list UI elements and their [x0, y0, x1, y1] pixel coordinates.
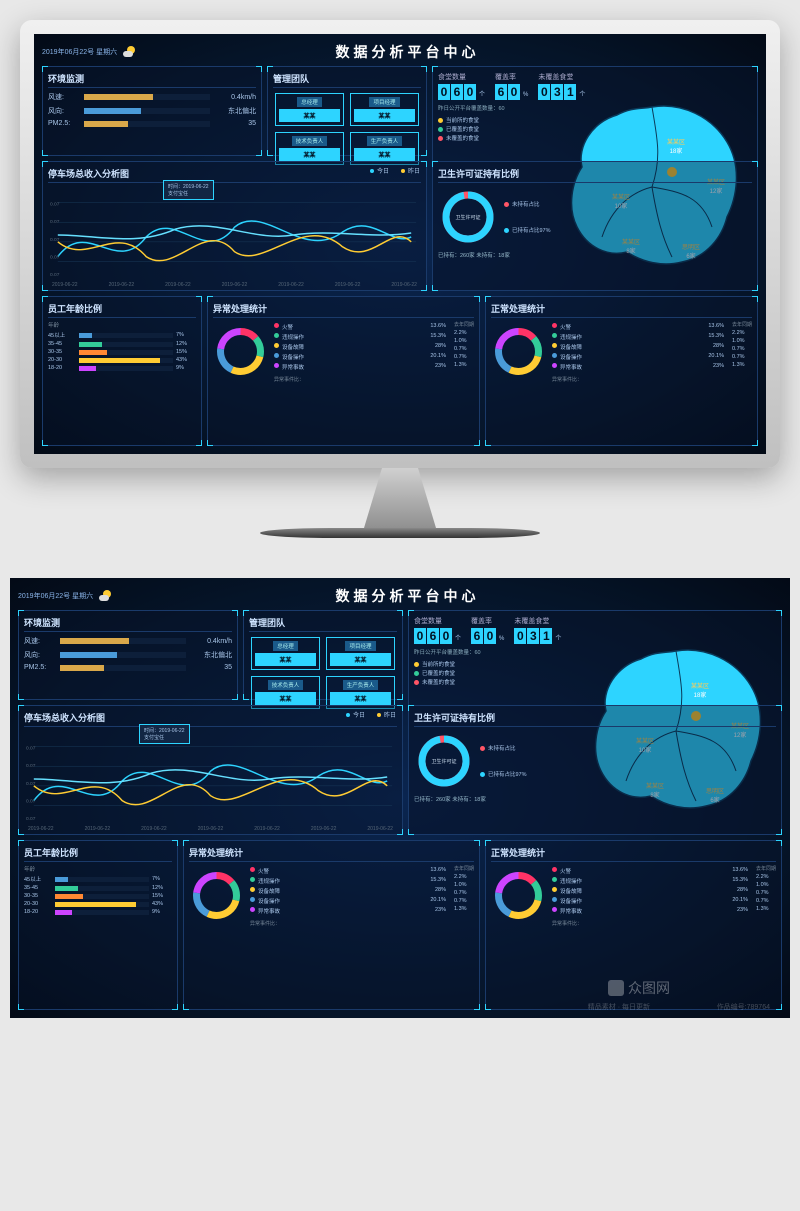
age-row: 20-3043%: [24, 901, 172, 907]
panel-title: 正常处理统计: [491, 846, 776, 862]
permit-donut: 卫生许可证: [414, 731, 474, 791]
stats-ring: [189, 868, 244, 923]
panel-title: 员工年龄比例: [48, 302, 196, 318]
svg-text:卫生许可证: 卫生许可证: [455, 214, 480, 221]
monitor-stand: [340, 468, 460, 528]
panel-title: 异常处理统计: [189, 846, 474, 862]
svg-text:0.07: 0.07: [26, 781, 36, 787]
env-panel: 环境监测风速:0.4km/h 风向:东北偏北 PM2.5:35: [18, 610, 238, 700]
age-row: 18-209%: [24, 909, 172, 915]
env-panel: 环境监测风速:0.4km/h 风向:东北偏北 PM2.5:35: [42, 66, 262, 156]
chart-tooltip: 时间：2019-06-22支付宝任: [139, 724, 190, 744]
panel-title: 卫生许可证持有比例: [414, 711, 776, 727]
map-region-label[interactable]: 某某区18家: [691, 681, 709, 699]
svg-text:0.07: 0.07: [50, 255, 60, 261]
permit-donut: 卫生许可证: [438, 187, 498, 247]
stat-block: 覆盖率60%: [495, 72, 528, 100]
team-member[interactable]: 项目经理某某: [326, 637, 395, 670]
permit-panel: 卫生许可证持有比例 卫生许可证 未持有占比 已持有占比97%已持有：260家 未…: [408, 705, 782, 835]
age-row: 45以上7%: [48, 331, 196, 339]
svg-text:0.07: 0.07: [50, 237, 60, 243]
stats-panel: 异常处理统计火警13.6%违规操作15.3%设备故障28%设备操作20.1%异常…: [183, 840, 480, 1010]
parking-chart-panel: 停车场总收入分析图今日昨日时间：2019-06-22支付宝任 0.070.070…: [42, 161, 427, 291]
map-region-label[interactable]: 某某区18家: [667, 137, 685, 155]
parking-chart-panel: 停车场总收入分析图今日昨日时间：2019-06-22支付宝任 0.070.070…: [18, 705, 403, 835]
panel-title: 卫生许可证持有比例: [438, 167, 752, 183]
age-row: 20-3043%: [48, 357, 196, 363]
age-row: 30-3515%: [24, 893, 172, 899]
age-row: 45以上7%: [24, 875, 172, 883]
monitor-base: [260, 528, 540, 538]
stats-panel: 正常处理统计火警13.6%违规操作15.3%设备故障28%设备操作20.1%异常…: [485, 296, 758, 446]
age-panel: 员工年龄比例年龄45以上7%35-4512%30-3515%20-3043%18…: [18, 840, 178, 1010]
permit-panel: 卫生许可证持有比例 卫生许可证 未持有占比 已持有占比97%已持有：260家 未…: [432, 161, 758, 291]
svg-text:0.07: 0.07: [26, 799, 36, 805]
dashboard-title: 数据分析平台中心: [137, 42, 678, 62]
age-row: 30-3515%: [48, 349, 196, 355]
panel-title: 环境监测: [48, 72, 256, 88]
panel-title: 管理团队: [273, 72, 421, 88]
header-date: 2019年06月22号 星期六: [18, 591, 93, 601]
svg-text:0.07: 0.07: [26, 816, 36, 822]
env-row: PM2.5:35: [24, 664, 232, 671]
team-panel: 管理团队总经理某某项目经理某某技术负责人某某生产负责人某某: [267, 66, 427, 156]
team-member[interactable]: 总经理某某: [275, 93, 344, 126]
stats-ring: [491, 324, 546, 379]
stats-ring: [213, 324, 268, 379]
panel-title: 管理团队: [249, 616, 397, 632]
svg-text:0.07: 0.07: [50, 202, 60, 208]
panel-title: 环境监测: [24, 616, 232, 632]
env-row: PM2.5:35: [48, 120, 256, 127]
panel-title: 异常处理统计: [213, 302, 474, 318]
env-row: 风速:0.4km/h: [48, 92, 256, 102]
dashboard-title: 数据分析平台中心: [113, 586, 702, 606]
header-date: 2019年06月22号 星期六: [42, 47, 117, 57]
svg-text:0.07: 0.07: [26, 763, 36, 769]
chart-tabs[interactable]: 今日昨日: [358, 166, 420, 175]
stat-block: 食堂数量060个: [438, 72, 485, 100]
team-panel: 管理团队总经理某某项目经理某某技术负责人某某生产负责人某某: [243, 610, 403, 700]
age-row: 35-4512%: [24, 885, 172, 891]
stat-block: 食堂数量060个: [414, 616, 461, 644]
stat-block: 未覆盖食堂031个: [514, 616, 561, 644]
age-row: 35-4512%: [48, 341, 196, 347]
panel-title: 员工年龄比例: [24, 846, 172, 862]
svg-text:0.07: 0.07: [26, 746, 36, 752]
env-row: 风向:东北偏北: [48, 106, 256, 116]
svg-text:0.07: 0.07: [50, 272, 60, 278]
chart-tabs[interactable]: 今日昨日: [334, 710, 396, 719]
stat-block: 未覆盖食堂031个: [538, 72, 585, 100]
env-row: 风向:东北偏北: [24, 650, 232, 660]
env-row: 风速:0.4km/h: [24, 636, 232, 646]
team-member[interactable]: 项目经理某某: [350, 93, 419, 126]
team-member[interactable]: 总经理某某: [251, 637, 320, 670]
weather-icon: [99, 589, 113, 603]
stats-ring: [491, 868, 546, 923]
svg-text:卫生许可证: 卫生许可证: [431, 758, 456, 765]
stat-block: 覆盖率60%: [471, 616, 504, 644]
watermark: 众图网: [608, 978, 670, 998]
monitor-mockup: 2019年06月22号 星期六 数据分析平台中心 环境监测风速:0.4km/h 风…: [20, 20, 780, 468]
stats-panel: 异常处理统计火警13.6%违规操作15.3%设备故障28%设备操作20.1%异常…: [207, 296, 480, 446]
age-panel: 员工年龄比例年龄45以上7%35-4512%30-3515%20-3043%18…: [42, 296, 202, 446]
age-row: 18-209%: [48, 365, 196, 371]
svg-text:0.07: 0.07: [50, 219, 60, 225]
chart-tooltip: 时间：2019-06-22支付宝任: [163, 180, 214, 200]
panel-title: 正常处理统计: [491, 302, 752, 318]
weather-icon: [123, 45, 137, 59]
